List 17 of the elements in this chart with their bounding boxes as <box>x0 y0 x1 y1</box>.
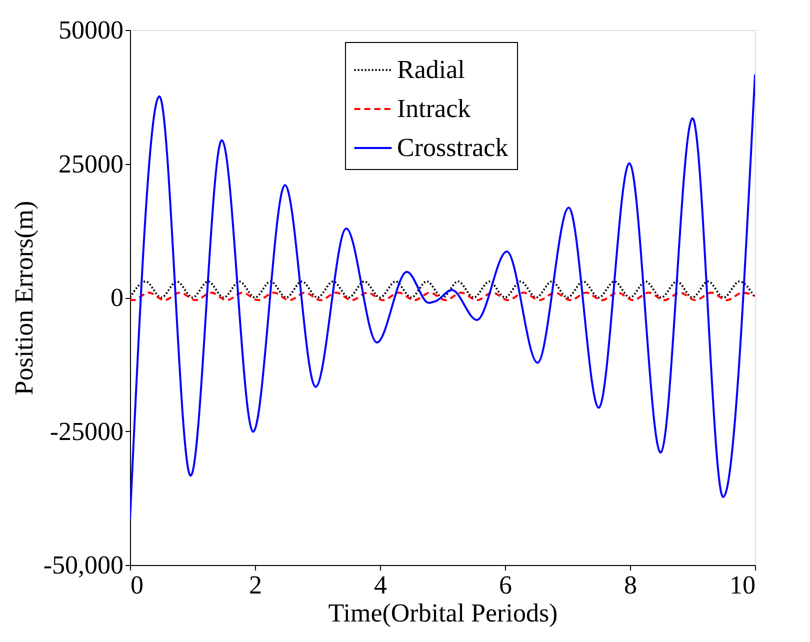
x-tick-label: 10 <box>730 570 756 600</box>
y-axis-title: Position Errors(m) <box>9 200 38 396</box>
x-tick-label: 6 <box>499 570 512 600</box>
y-tick-label: -50,000 <box>43 550 124 580</box>
y-tick-label: 25000 <box>58 149 124 178</box>
x-tick-label: 4 <box>374 570 387 600</box>
legend-label: Crosstrack <box>397 133 508 162</box>
line-series <box>130 292 755 302</box>
y-tick-label: -25000 <box>50 416 124 446</box>
legend-label: Intrack <box>397 94 471 123</box>
x-tick-label: 0 <box>130 570 144 600</box>
y-tick-label: 50000 <box>58 16 124 44</box>
x-tick-label: 2 <box>249 570 262 600</box>
x-tick-label: 8 <box>624 570 637 600</box>
y-tick-label: 0 <box>110 283 124 312</box>
legend-label: Radial <box>397 55 465 84</box>
x-axis-title: Time(Orbital Periods) <box>328 598 558 628</box>
